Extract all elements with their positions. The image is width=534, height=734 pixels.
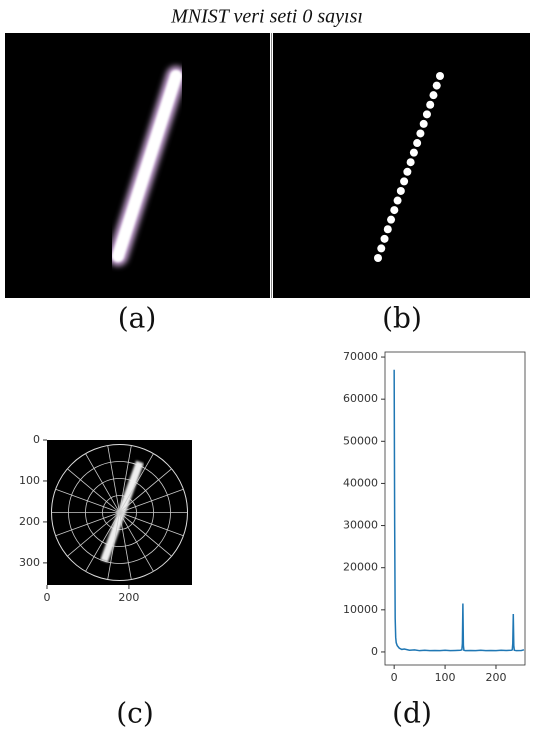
- dot: [429, 91, 437, 99]
- dot: [423, 110, 431, 118]
- y-tick-label: 40000: [343, 476, 378, 489]
- dot: [426, 101, 434, 109]
- y-tick-label: 60000: [343, 392, 378, 405]
- panel-label: (b): [382, 302, 422, 335]
- dot: [381, 235, 389, 243]
- panel-label: (a): [118, 302, 157, 335]
- line: [394, 370, 524, 651]
- panel-label: (d): [392, 697, 432, 730]
- axes-frame: [385, 352, 525, 665]
- dot: [416, 129, 424, 137]
- x-tick-label: 0: [391, 671, 398, 684]
- y-tick-label: 50000: [343, 434, 378, 447]
- x-tick-label: 200: [118, 591, 139, 604]
- dot: [384, 225, 392, 233]
- panel-label: (c): [116, 697, 154, 730]
- y-tick-label: 100: [19, 474, 40, 487]
- y-tick-label: 300: [19, 556, 40, 569]
- dot: [400, 177, 408, 185]
- dot: [407, 158, 415, 166]
- dot: [394, 197, 402, 205]
- dot: [433, 82, 441, 90]
- y-tick-label: 0: [371, 645, 378, 658]
- image-a: [5, 33, 270, 298]
- x-tick-label: 0: [44, 591, 51, 604]
- x-tick-label: 200: [485, 671, 506, 684]
- dot: [413, 139, 421, 147]
- y-tick-label: 200: [19, 515, 40, 528]
- dot: [377, 244, 385, 252]
- dot: [403, 168, 411, 176]
- y-tick-label: 10000: [343, 603, 378, 616]
- image-c: [47, 440, 192, 585]
- figure: MNIST veri seti 0 sayısı (a) (b) (c) (d)…: [0, 0, 534, 734]
- dot: [374, 254, 382, 262]
- image-b: [273, 33, 530, 298]
- x-tick-label: 100: [435, 671, 456, 684]
- y-tick-label: 30000: [343, 519, 378, 532]
- dot: [420, 120, 428, 128]
- y-tick-label: 70000: [343, 350, 378, 363]
- dot: [410, 149, 418, 157]
- dot: [390, 206, 398, 214]
- dot: [436, 72, 444, 80]
- y-tick-label: 0: [33, 433, 40, 446]
- y-tick-label: 20000: [343, 561, 378, 574]
- dot: [397, 187, 405, 195]
- dot: [387, 216, 395, 224]
- figure-title: MNIST veri seti 0 sayısı: [170, 6, 363, 28]
